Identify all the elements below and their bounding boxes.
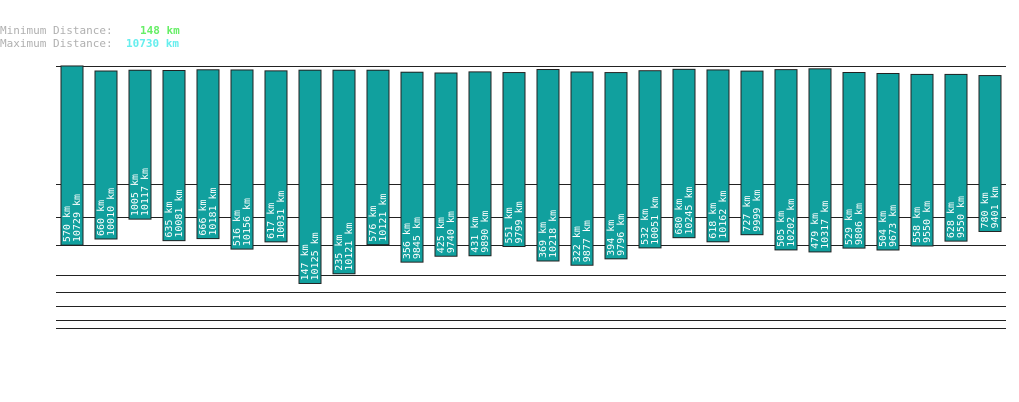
min-label: 727 km	[742, 196, 753, 232]
range-bar	[128, 69, 152, 220]
max-label: 10081 km	[174, 189, 185, 237]
range-bar	[264, 70, 288, 243]
range-bar	[740, 70, 764, 236]
min-label: 628 km	[946, 202, 957, 238]
max-label: 9550 km	[956, 196, 967, 238]
range-bar	[400, 71, 424, 263]
min-label: 1005 km	[130, 174, 141, 216]
max-label: 10031 km	[276, 191, 287, 239]
range-bar	[876, 72, 900, 251]
min-label: 666 km	[198, 199, 209, 235]
range-bar	[434, 72, 458, 257]
min-value: 148 km	[140, 24, 180, 37]
min-label: 369 km	[538, 222, 549, 258]
max-label: 10729 km	[72, 194, 83, 242]
max-label: 10125 km	[310, 232, 321, 280]
min-label: 504 km	[878, 211, 889, 247]
range-bar	[842, 72, 866, 249]
range-bar	[162, 69, 186, 242]
max-label: 10202 km	[786, 199, 797, 247]
range-bar	[672, 68, 696, 239]
min-label: 660 km	[96, 200, 107, 236]
min-label: 635 km	[164, 202, 175, 238]
range-bar	[60, 65, 84, 246]
range-bar	[808, 68, 832, 253]
min-label: 558 km	[912, 207, 923, 243]
max-label: 10051 km	[650, 197, 661, 245]
max-label: 10218 km	[548, 210, 559, 258]
max-label: 10121 km	[344, 223, 355, 271]
max-label: 9550 km	[922, 201, 933, 243]
max-label: 9799 km	[514, 201, 525, 243]
max-label: 10245 km	[684, 187, 695, 235]
max-label: 10121 km	[378, 194, 389, 242]
max-label: Maximum Distance:	[0, 37, 113, 50]
max-label: 10010 km	[106, 188, 117, 236]
max-label: 9740 km	[446, 211, 457, 253]
min-label: 322 km	[572, 226, 583, 262]
min-label: 680 km	[674, 199, 685, 235]
min-label: Minimum Distance:	[0, 24, 113, 37]
min-label: 618 km	[708, 203, 719, 239]
range-bar	[502, 72, 526, 248]
range-bar	[978, 75, 1002, 232]
range-bar	[94, 70, 118, 240]
min-label: 394 km	[606, 220, 617, 256]
min-label: 516 km	[232, 210, 243, 246]
range-bar	[230, 69, 254, 250]
min-label: 532 km	[640, 209, 651, 245]
min-label: 235 km	[334, 235, 345, 271]
min-label: 551 km	[504, 207, 515, 243]
max-label: 10181 km	[208, 187, 219, 235]
range-bar	[298, 69, 322, 284]
min-label: 576 km	[368, 206, 379, 242]
min-label: 780 km	[980, 192, 991, 228]
max-label: 9890 km	[480, 211, 491, 253]
range-bar	[706, 69, 730, 243]
max-value: 10730 km	[126, 37, 179, 50]
range-bar	[366, 69, 390, 246]
min-label: 479 km	[810, 213, 821, 249]
max-label: 9673 km	[888, 205, 899, 247]
range-bar	[468, 71, 492, 257]
max-label: 10317 km	[820, 201, 831, 249]
range-bar	[536, 69, 560, 262]
range-bar	[638, 70, 662, 249]
max-label: 9877 km	[582, 220, 593, 262]
max-label: 9401 km	[990, 186, 1001, 228]
min-label: 356 km	[402, 223, 413, 259]
min-label: 431 km	[470, 217, 481, 253]
min-label: 505 km	[776, 211, 787, 247]
range-bar	[604, 72, 628, 260]
max-label: 10162 km	[718, 191, 729, 239]
range-bar	[774, 69, 798, 251]
max-label: 9845 km	[412, 217, 423, 259]
min-label: 529 km	[844, 209, 855, 245]
max-label: 9796 km	[616, 214, 627, 256]
range-bar	[332, 69, 356, 275]
max-label: 9806 km	[854, 203, 865, 245]
range-bar	[910, 73, 934, 247]
range-bar	[570, 71, 594, 266]
min-label: 570 km	[62, 206, 73, 242]
min-label: 617 km	[266, 203, 277, 239]
max-label: 10156 km	[242, 198, 253, 246]
max-label: 10117 km	[140, 168, 151, 216]
max-label: 9999 km	[752, 190, 763, 232]
min-label: 425 km	[436, 217, 447, 253]
range-bar	[944, 73, 968, 242]
range-bar	[196, 69, 220, 240]
min-label: 147 km	[300, 244, 311, 280]
